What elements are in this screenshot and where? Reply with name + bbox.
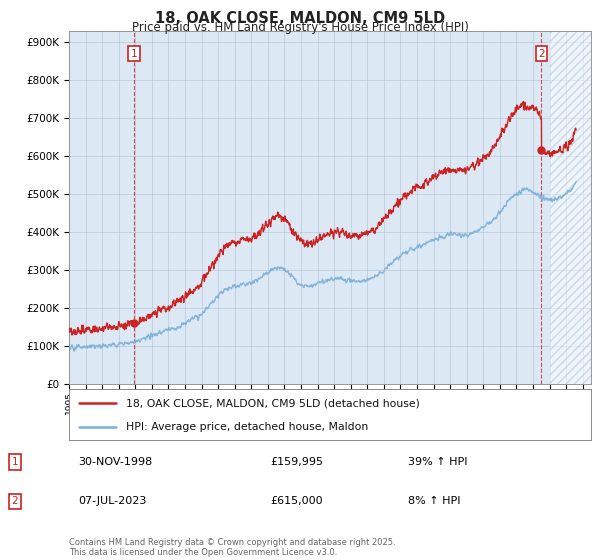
Polygon shape: [550, 31, 591, 384]
Text: 18, OAK CLOSE, MALDON, CM9 5LD: 18, OAK CLOSE, MALDON, CM9 5LD: [155, 11, 445, 26]
Text: 8% ↑ HPI: 8% ↑ HPI: [408, 496, 461, 506]
Text: 18, OAK CLOSE, MALDON, CM9 5LD (detached house): 18, OAK CLOSE, MALDON, CM9 5LD (detached…: [127, 398, 420, 408]
Text: 1: 1: [130, 49, 137, 59]
Text: 2: 2: [11, 496, 19, 506]
Text: Contains HM Land Registry data © Crown copyright and database right 2025.
This d: Contains HM Land Registry data © Crown c…: [69, 538, 395, 557]
Text: 2: 2: [538, 49, 545, 59]
Text: £615,000: £615,000: [270, 496, 323, 506]
Text: HPI: Average price, detached house, Maldon: HPI: Average price, detached house, Mald…: [127, 422, 368, 432]
Text: 1: 1: [11, 457, 19, 467]
Text: Price paid vs. HM Land Registry's House Price Index (HPI): Price paid vs. HM Land Registry's House …: [131, 21, 469, 34]
Text: 07-JUL-2023: 07-JUL-2023: [78, 496, 146, 506]
Text: £159,995: £159,995: [270, 457, 323, 467]
Text: 30-NOV-1998: 30-NOV-1998: [78, 457, 152, 467]
Text: 39% ↑ HPI: 39% ↑ HPI: [408, 457, 467, 467]
